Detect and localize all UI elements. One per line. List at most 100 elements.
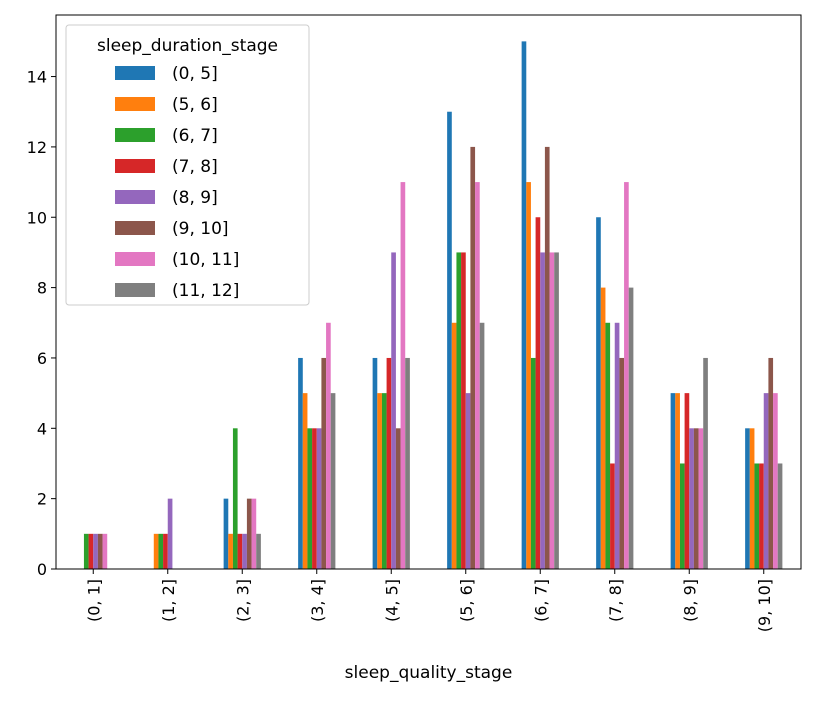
bar [754, 463, 760, 569]
y-tick-label: 0 [37, 560, 47, 579]
bar [97, 533, 103, 569]
bar [251, 498, 257, 569]
axes-layer: 0 2 4 6 8 10 12 14 (0, 1] (1, 2] (2, 3] (3, 4] (4, 5… [27, 14, 802, 632]
x-tick-label: (3, 4] [308, 579, 327, 622]
bar [312, 428, 317, 569]
legend-swatch [115, 190, 155, 204]
legend-label: (7, 8] [172, 157, 218, 177]
bar [316, 428, 322, 569]
bar [163, 533, 168, 569]
legend-label: (9, 10] [172, 219, 229, 239]
bar [614, 322, 620, 569]
bar [461, 252, 466, 569]
x-tick-label: (2, 3] [233, 579, 252, 622]
bar [605, 322, 611, 569]
bar [470, 146, 476, 569]
bar [530, 357, 536, 569]
bar [158, 533, 164, 569]
bar [624, 182, 629, 569]
plot-frame [55, 14, 802, 570]
bar [381, 393, 387, 569]
bar [223, 498, 229, 569]
legend-label: (0, 5] [172, 64, 218, 84]
x-tick-label: (6, 7] [531, 579, 550, 622]
y-tick-label: 2 [37, 490, 47, 509]
bar [749, 428, 755, 569]
bar [302, 393, 308, 569]
bar [307, 428, 313, 569]
bar [451, 322, 457, 569]
bar [400, 182, 406, 569]
bar [395, 428, 401, 569]
bar [246, 498, 252, 569]
bar [768, 357, 774, 569]
y-tick-label: 8 [37, 279, 47, 298]
bar [521, 41, 527, 569]
bar [628, 287, 634, 569]
legend-label: (10, 11] [172, 250, 239, 270]
legend-label: (11, 12] [172, 281, 239, 301]
bar [93, 533, 98, 569]
legend-swatch [115, 97, 155, 111]
legend-swatch [115, 159, 155, 173]
legend-swatch [115, 283, 155, 297]
bar [232, 428, 238, 569]
bar [372, 357, 378, 569]
bar [596, 217, 601, 569]
bar [773, 393, 778, 569]
y-tick-label: 14 [27, 68, 47, 87]
bar [83, 533, 89, 569]
bar [679, 463, 685, 569]
x-tick-label: (5, 6] [457, 579, 476, 622]
x-tick-label: (1, 2] [159, 579, 178, 622]
bar [447, 111, 452, 569]
bar [479, 322, 485, 569]
bar [600, 287, 606, 569]
bar [526, 182, 531, 569]
legend-label: (5, 6] [172, 95, 218, 115]
bar [102, 533, 108, 569]
x-tick-label: (9, 10] [755, 579, 774, 632]
bar [237, 533, 243, 569]
bar [88, 533, 94, 569]
legend-swatch [115, 221, 155, 235]
bar [759, 463, 764, 569]
x-axis-label: sleep_quality_stage [345, 663, 513, 683]
y-tick-label: 12 [27, 138, 47, 157]
bar [619, 357, 625, 569]
bar [535, 217, 541, 569]
legend-label: (6, 7] [172, 126, 218, 146]
bar [549, 252, 555, 569]
legend-swatch [115, 252, 155, 266]
bar [554, 252, 559, 569]
bar [228, 533, 233, 569]
x-tick-label: (7, 8] [606, 579, 625, 622]
bar [456, 252, 462, 569]
x-tick-label: (4, 5] [382, 579, 401, 622]
bar [153, 533, 159, 569]
bar [610, 463, 615, 569]
bar [326, 322, 331, 569]
legend-label: (8, 9] [172, 188, 218, 208]
bar [540, 252, 545, 569]
bar [405, 357, 410, 569]
bar [684, 393, 690, 569]
bar [377, 393, 382, 569]
y-tick-label: 10 [27, 208, 47, 227]
x-tick-label: (8, 9] [680, 579, 699, 622]
bar [321, 357, 327, 569]
legend-title: sleep_duration_stage [97, 36, 278, 56]
bar [689, 428, 694, 569]
y-tick-label: 6 [37, 349, 47, 368]
bar [465, 393, 471, 569]
bar [391, 252, 396, 569]
legend-swatch [115, 66, 155, 80]
bar [745, 428, 750, 569]
bar [330, 393, 336, 569]
y-tick-label: 4 [37, 419, 47, 438]
bar [167, 498, 173, 569]
bar [670, 393, 676, 569]
bar [544, 146, 550, 569]
bar [256, 533, 261, 569]
